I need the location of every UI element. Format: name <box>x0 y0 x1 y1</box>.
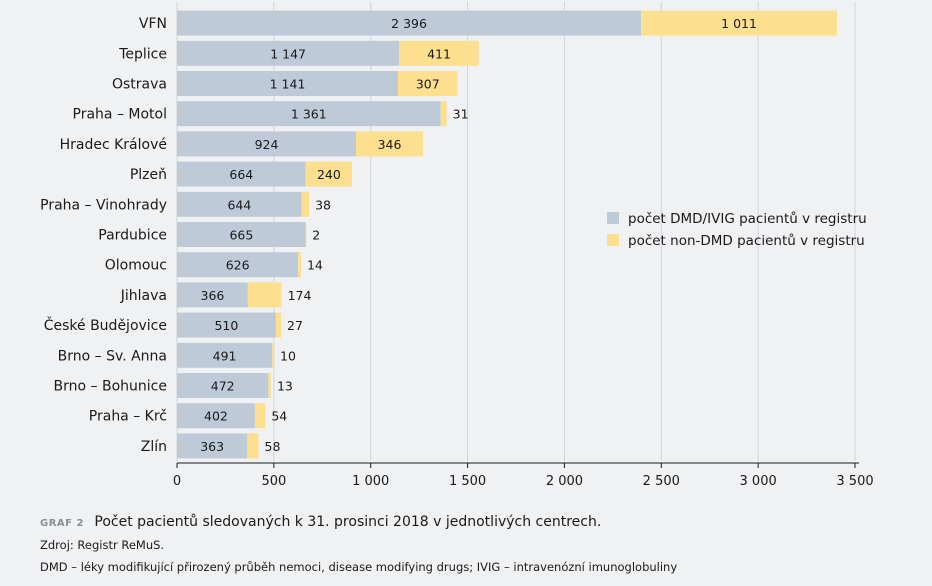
x-tick-label: 500 <box>261 474 286 489</box>
source-note: Zdroj: Registr ReMuS. <box>40 538 165 552</box>
bar-non-dmd <box>275 312 282 338</box>
x-tick-label: 0 <box>173 474 181 489</box>
bar-dmd <box>177 282 248 308</box>
bar-non-dmd <box>641 10 837 36</box>
legend-label: počet non-DMD pacientů v registru <box>628 233 865 249</box>
value-label-dmd: 1 147 <box>270 46 306 61</box>
x-tick-label: 2 500 <box>643 474 680 489</box>
category-label: České Budějovice <box>44 316 167 334</box>
value-label-dmd: 510 <box>214 318 238 333</box>
x-tick-label: 1 000 <box>352 474 389 489</box>
bar-dmd <box>177 433 248 459</box>
value-label-non-dmd: 13 <box>277 379 293 394</box>
legend-swatch <box>607 234 619 246</box>
value-label-non-dmd: 14 <box>307 258 323 273</box>
bar-non-dmd <box>355 131 424 157</box>
category-label: Ostrava <box>112 77 167 93</box>
legend-label: počet DMD/IVIG pacientů v registru <box>628 211 867 227</box>
value-label-non-dmd: 58 <box>265 439 281 454</box>
caption-tag: GRAF 2 <box>40 518 84 529</box>
bar-dmd <box>177 161 306 187</box>
value-label-non-dmd: 240 <box>317 167 341 182</box>
bar-non-dmd <box>301 191 310 217</box>
bar-dmd <box>177 222 306 247</box>
bar-non-dmd <box>440 101 447 127</box>
bar-non-dmd <box>268 373 271 398</box>
value-label-dmd: 491 <box>213 348 237 363</box>
value-label-dmd: 402 <box>204 409 228 424</box>
value-label-non-dmd: 307 <box>416 77 440 92</box>
value-label-dmd: 363 <box>200 439 224 454</box>
category-label: Praha – Vinohrady <box>40 197 167 213</box>
bar-non-dmd <box>247 433 259 459</box>
bar-dmd <box>177 252 299 278</box>
stacked-bar-chart: 0 500 1 000 1 500 2 000 2 500 3 000 3 500 VFN 2 3… <box>40 2 874 489</box>
value-label-non-dmd: 2 <box>312 228 320 243</box>
bar-dmd <box>177 131 356 157</box>
bar-dmd <box>177 373 269 398</box>
value-label-non-dmd: 1 011 <box>721 16 757 31</box>
bar-dmd <box>177 342 273 368</box>
bar-dmd <box>177 191 302 217</box>
caption-title: Počet pacientů sledovaných k 31. prosinc… <box>94 514 602 530</box>
bar-dmd <box>177 40 400 66</box>
category-label: Zlín <box>141 439 167 455</box>
abbreviation-note: DMD – léky modifikující přirozený průběh… <box>40 560 678 574</box>
bar-non-dmd <box>305 161 353 187</box>
bar-non-dmd <box>298 252 301 278</box>
value-label-dmd: 1 141 <box>270 77 306 92</box>
category-label: Olomouc <box>105 258 167 274</box>
category-label: Brno – Bohunice <box>54 379 167 395</box>
bar-dmd <box>177 71 399 96</box>
bar-dmd <box>177 312 276 338</box>
bar-non-dmd <box>272 342 275 368</box>
bar-non-dmd <box>247 282 282 308</box>
bar-non-dmd <box>254 403 266 429</box>
value-label-dmd: 665 <box>229 228 253 243</box>
value-label-dmd: 472 <box>211 379 235 394</box>
value-label-non-dmd: 411 <box>427 46 451 61</box>
x-tick-label: 2 000 <box>546 474 583 489</box>
bar-dmd <box>177 10 642 36</box>
value-label-non-dmd: 38 <box>315 197 331 212</box>
category-label: Hradec Králové <box>60 137 167 153</box>
value-label-dmd: 644 <box>227 197 251 212</box>
bar-dmd <box>177 403 255 429</box>
x-tick-label: 3 500 <box>836 474 873 489</box>
value-label-non-dmd: 54 <box>271 409 287 424</box>
value-label-non-dmd: 27 <box>287 318 303 333</box>
legend-swatch <box>607 212 619 224</box>
category-label: Teplice <box>118 46 167 62</box>
category-label: VFN <box>139 16 167 32</box>
bar-non-dmd <box>399 40 479 66</box>
category-label: Praha – Motol <box>73 107 167 123</box>
value-label-non-dmd: 10 <box>280 348 296 363</box>
value-label-non-dmd: 174 <box>288 288 312 303</box>
x-tick-label: 3 000 <box>740 474 777 489</box>
value-label-non-dmd: 31 <box>453 107 469 122</box>
value-label-dmd: 1 361 <box>291 107 327 122</box>
category-label: Jihlava <box>120 288 167 304</box>
value-label-dmd: 2 396 <box>391 16 427 31</box>
bar-dmd <box>177 101 441 127</box>
value-label-dmd: 366 <box>201 288 225 303</box>
category-label: Plzeň <box>130 167 167 183</box>
value-label-non-dmd: 346 <box>378 137 402 152</box>
figure-caption: GRAF 2 Počet pacientů sledovaných k 31. … <box>40 514 601 530</box>
category-label: Pardubice <box>98 228 167 244</box>
bar-non-dmd <box>398 71 458 96</box>
category-label: Praha – Krč <box>89 409 167 425</box>
value-label-dmd: 664 <box>229 167 253 182</box>
value-label-dmd: 626 <box>226 258 250 273</box>
x-tick-label: 1 500 <box>449 474 486 489</box>
category-label: Brno – Sv. Anna <box>58 348 167 364</box>
value-label-dmd: 924 <box>255 137 279 152</box>
